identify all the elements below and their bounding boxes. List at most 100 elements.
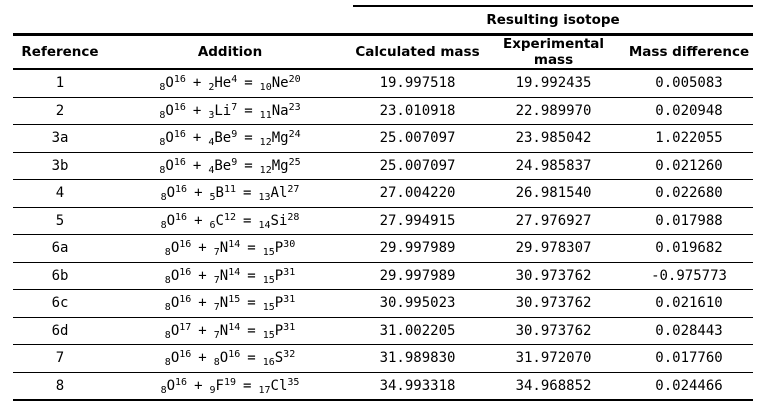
plus-operator: + [194, 185, 203, 202]
addition-cell: 8O16 +7N14 = 15P31 [107, 262, 353, 290]
addition-cell: 8O16 +4Be9 = 12Mg25 [107, 152, 353, 180]
nuclide: 3Li7 [208, 101, 238, 121]
nuclide: 2He4 [208, 74, 238, 94]
addition-cell: 8O16 +2He4 = 10Ne20 [107, 69, 353, 98]
table-row: 4 8O16 +5B11 = 13Al27 27.004220 26.981540 0.022… [13, 179, 754, 208]
nuclide: 8O16 [164, 266, 192, 286]
nuclide: 8O16 [164, 239, 192, 259]
reference-cell: 1 [13, 69, 107, 98]
nuclide: 7N14 [213, 321, 241, 341]
mass-difference-cell: 0.019682 [625, 234, 754, 263]
table-row: 8 8O16 +9F19 = 17Cl35 34.993318 34.968852 0.024… [13, 372, 754, 401]
addition-cell: 8O16 +7N15 = 15P31 [107, 289, 353, 318]
calculated-mass-cell: 29.997989 [353, 234, 482, 263]
equals-operator: = [247, 240, 256, 257]
column-header-mass-difference: Mass difference [625, 34, 754, 70]
nuclide: 8O16 [160, 376, 188, 396]
nuclide: 17Cl35 [258, 376, 300, 396]
experimental-mass-cell: 22.989970 [482, 97, 625, 125]
table-row: 5 8O16 +6C12 = 14Si28 27.994915 27.976927 0.017… [13, 207, 754, 235]
nuclide: 12Mg24 [259, 129, 301, 149]
equals-operator: = [244, 157, 253, 174]
equals-operator: = [243, 185, 252, 202]
column-header-row: Reference Addition Calculated mass Exper… [13, 34, 754, 70]
equals-operator: = [243, 212, 252, 229]
addition-cell: 8O16 +7N14 = 15P30 [107, 234, 353, 263]
column-header-experimental-mass: Experimental mass [482, 34, 625, 70]
mass-difference-cell: 1.022055 [625, 124, 754, 153]
plus-operator: + [198, 240, 207, 257]
nuclide: 13Al27 [258, 184, 300, 204]
addition-cell: 8O16 +4Be9 = 12Mg24 [107, 124, 353, 153]
equals-operator: = [247, 267, 256, 284]
plus-operator: + [192, 75, 202, 92]
nuclide: 8O16 [159, 101, 186, 121]
table-row: 2 8O16 +3Li7 = 11Na23 23.010918 22.989970 0.020… [13, 97, 754, 125]
table-row: 6a 8O16 +7N14 = 15P30 29.997989 29.978307 0.019… [13, 234, 754, 263]
experimental-mass-cell: 27.976927 [482, 207, 625, 235]
nuclide: 10Ne20 [259, 74, 301, 94]
calculated-mass-cell: 30.995023 [353, 289, 482, 318]
addition-cell: 8O16 +6C12 = 14Si28 [107, 207, 353, 235]
table-body: 1 8O16 +2He4 = 10Ne20 19.997518 19.992435 0.005… [13, 69, 754, 401]
column-header-reference: Reference [13, 34, 107, 70]
nuclide: 15P31 [262, 321, 296, 341]
addition-cell: 8O16 +9F19 = 17Cl35 [107, 372, 353, 401]
group-header-resulting-isotope: Resulting isotope [353, 5, 754, 36]
addition-cell: 8O16 +5B11 = 13Al27 [107, 179, 353, 208]
nuclide: 8O16 [213, 349, 241, 369]
isotope-table-container: Resulting isotope Reference Addition Cal… [13, 5, 754, 401]
mass-difference-cell: 0.022680 [625, 179, 754, 208]
equals-operator: = [243, 377, 252, 394]
mass-difference-cell: 0.021260 [625, 152, 754, 180]
table-row: 6c 8O16 +7N15 = 15P31 30.995023 30.973762 0.021… [13, 289, 754, 318]
experimental-mass-cell: 19.992435 [482, 69, 625, 98]
plus-operator: + [198, 322, 207, 339]
calculated-mass-cell: 31.002205 [353, 317, 482, 345]
reference-cell: 6a [13, 234, 107, 263]
isotope-mass-table: Resulting isotope Reference Addition Cal… [13, 5, 754, 401]
equals-operator: = [247, 295, 256, 312]
equals-operator: = [247, 350, 256, 367]
mass-difference-cell: 0.020948 [625, 97, 754, 125]
nuclide: 8O16 [159, 156, 186, 176]
experimental-mass-cell: 26.981540 [482, 179, 625, 208]
calculated-mass-cell: 23.010918 [353, 97, 482, 125]
calculated-mass-cell: 19.997518 [353, 69, 482, 98]
reference-cell: 3b [13, 152, 107, 180]
experimental-mass-cell: 34.968852 [482, 372, 625, 401]
experimental-mass-cell: 24.985837 [482, 152, 625, 180]
mass-difference-cell: 0.021610 [625, 289, 754, 318]
experimental-mass-cell: 30.973762 [482, 317, 625, 345]
addition-cell: 8O16 +8O16 = 16S32 [107, 344, 353, 373]
reference-cell: 8 [13, 372, 107, 401]
nuclide: 8O17 [164, 321, 192, 341]
addition-cell: 8O16 +3Li7 = 11Na23 [107, 97, 353, 125]
mass-difference-cell: 0.005083 [625, 69, 754, 98]
reference-cell: 3a [13, 124, 107, 153]
nuclide: 6C12 [209, 211, 237, 231]
nuclide: 8O16 [159, 74, 186, 94]
nuclide: 5B11 [209, 184, 237, 204]
calculated-mass-cell: 27.994915 [353, 207, 482, 235]
reference-cell: 4 [13, 179, 107, 208]
equals-operator: = [244, 75, 253, 92]
nuclide: 12Mg25 [259, 156, 301, 176]
calculated-mass-cell: 34.993318 [353, 372, 482, 401]
experimental-mass-cell: 30.973762 [482, 289, 625, 318]
plus-operator: + [192, 157, 202, 174]
nuclide: 8O16 [159, 129, 186, 149]
nuclide: 7N14 [213, 239, 241, 259]
mass-difference-cell: 0.028443 [625, 317, 754, 345]
calculated-mass-cell: 29.997989 [353, 262, 482, 290]
table-row: 6d 8O17 +7N14 = 15P31 31.002205 30.973762 0.028… [13, 317, 754, 345]
nuclide: 4Be9 [208, 156, 238, 176]
table-row: 6b 8O16 +7N14 = 15P31 29.997989 30.973762 -0.97… [13, 262, 754, 290]
plus-operator: + [194, 212, 203, 229]
nuclide: 8O16 [164, 294, 192, 314]
nuclide: 14Si28 [258, 211, 300, 231]
equals-operator: = [244, 130, 253, 147]
nuclide: 7N14 [213, 266, 241, 286]
plus-operator: + [198, 350, 207, 367]
group-header-row: Resulting isotope [13, 5, 754, 36]
